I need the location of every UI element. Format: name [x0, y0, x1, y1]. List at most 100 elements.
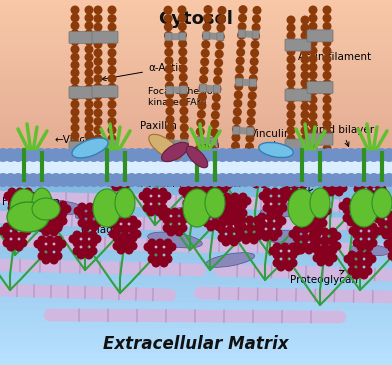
Circle shape	[71, 100, 80, 109]
Circle shape	[347, 250, 356, 260]
Circle shape	[269, 173, 283, 187]
Circle shape	[292, 242, 301, 250]
Circle shape	[305, 246, 314, 254]
Bar	[0, 278, 392, 285]
Circle shape	[312, 230, 321, 238]
Circle shape	[261, 173, 275, 187]
Circle shape	[129, 234, 138, 242]
Circle shape	[125, 148, 139, 162]
Circle shape	[374, 196, 383, 205]
Circle shape	[147, 207, 156, 216]
Circle shape	[116, 170, 125, 180]
Circle shape	[382, 173, 392, 187]
Circle shape	[230, 148, 245, 162]
Circle shape	[231, 142, 240, 151]
Circle shape	[287, 165, 296, 174]
Circle shape	[321, 235, 330, 245]
Circle shape	[45, 235, 54, 245]
Circle shape	[24, 204, 33, 212]
Circle shape	[45, 223, 54, 233]
Circle shape	[85, 92, 94, 101]
Circle shape	[283, 181, 292, 189]
Circle shape	[203, 174, 212, 184]
Circle shape	[107, 162, 116, 172]
Circle shape	[147, 158, 156, 166]
Circle shape	[215, 50, 224, 58]
Circle shape	[38, 215, 47, 224]
Circle shape	[359, 270, 368, 280]
Circle shape	[287, 158, 296, 166]
FancyBboxPatch shape	[69, 142, 95, 154]
Circle shape	[58, 239, 67, 249]
Circle shape	[223, 200, 232, 210]
Circle shape	[287, 39, 296, 48]
Circle shape	[147, 238, 156, 247]
Circle shape	[368, 231, 377, 239]
Ellipse shape	[115, 188, 135, 218]
Circle shape	[183, 191, 192, 200]
Circle shape	[343, 214, 352, 223]
Circle shape	[323, 54, 332, 64]
Bar	[0, 291, 392, 297]
Circle shape	[178, 5, 187, 14]
Circle shape	[289, 258, 298, 268]
Circle shape	[381, 231, 390, 239]
Circle shape	[218, 211, 227, 220]
Bar	[0, 104, 392, 108]
Circle shape	[218, 226, 227, 234]
Circle shape	[151, 204, 160, 212]
Circle shape	[276, 173, 290, 187]
Circle shape	[180, 165, 189, 174]
Circle shape	[193, 148, 207, 162]
Circle shape	[53, 251, 62, 261]
Circle shape	[274, 212, 283, 222]
Bar	[0, 31, 392, 36]
Circle shape	[287, 47, 296, 56]
Circle shape	[198, 199, 207, 207]
Circle shape	[201, 49, 210, 58]
Circle shape	[285, 262, 294, 272]
Circle shape	[180, 157, 189, 166]
Circle shape	[15, 242, 24, 251]
Circle shape	[163, 158, 172, 166]
Circle shape	[245, 142, 254, 151]
Circle shape	[251, 31, 260, 41]
Circle shape	[309, 95, 318, 104]
Circle shape	[71, 68, 80, 77]
Circle shape	[165, 65, 174, 74]
Circle shape	[203, 169, 212, 177]
Circle shape	[164, 23, 173, 31]
Bar	[0, 235, 392, 242]
Circle shape	[185, 148, 199, 162]
Circle shape	[309, 136, 318, 145]
Circle shape	[245, 215, 254, 224]
Circle shape	[202, 23, 211, 31]
Circle shape	[4, 192, 13, 200]
FancyBboxPatch shape	[165, 33, 172, 41]
Circle shape	[178, 215, 187, 224]
Circle shape	[42, 148, 55, 162]
Circle shape	[210, 128, 219, 137]
Circle shape	[166, 132, 175, 141]
Circle shape	[56, 148, 71, 162]
Circle shape	[299, 148, 313, 162]
FancyBboxPatch shape	[69, 31, 95, 43]
Circle shape	[318, 203, 327, 211]
Circle shape	[85, 147, 94, 156]
Circle shape	[301, 126, 310, 135]
Circle shape	[154, 207, 163, 216]
Circle shape	[71, 29, 80, 38]
Circle shape	[178, 47, 187, 57]
Circle shape	[212, 93, 221, 102]
Ellipse shape	[25, 200, 85, 215]
Circle shape	[163, 148, 176, 162]
Ellipse shape	[260, 203, 320, 217]
Bar	[0, 260, 392, 266]
Circle shape	[178, 207, 187, 216]
Circle shape	[374, 173, 388, 187]
Circle shape	[187, 191, 196, 200]
Ellipse shape	[32, 198, 60, 220]
Circle shape	[2, 223, 11, 231]
Circle shape	[323, 5, 332, 15]
Circle shape	[11, 173, 25, 187]
